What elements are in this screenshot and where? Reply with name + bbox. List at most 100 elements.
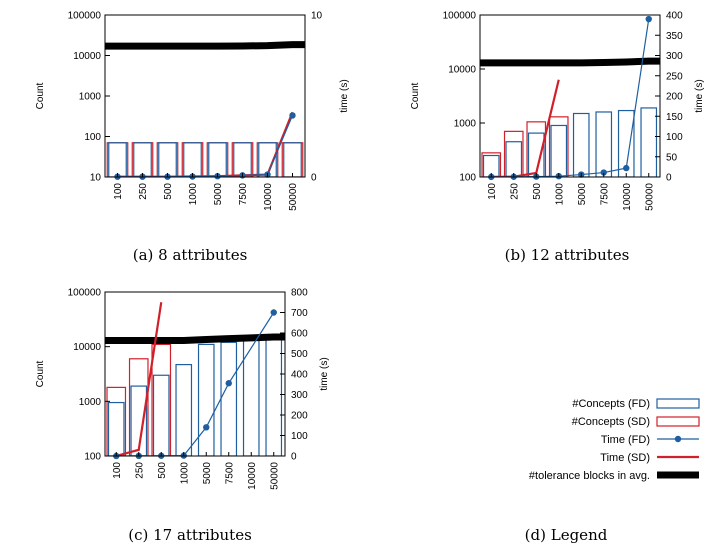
line-tolerance-blocks [105,41,305,50]
point-time-fd-50000 [289,112,296,119]
y-tick-label: 1000 [454,119,477,130]
y-tick-label: 10000 [73,342,101,353]
x-tick-label: 5000 [577,183,588,206]
bar-sd-250 [503,130,524,177]
x-tick-label: 500 [163,183,174,200]
x-tick-label: 7500 [599,183,610,206]
point-time-fd-50000 [270,309,277,316]
y2-tick-label: 0 [311,173,317,184]
legend-marker-time-fd [674,435,682,443]
y-tick-label: 100 [84,132,101,143]
y-tick-label: 1000 [79,92,102,103]
y2-tick-label: 100 [666,132,683,143]
y-tick-label: 100000 [68,11,102,22]
y2-tick-label: 500 [291,349,308,360]
x-tick-label: 10000 [263,183,274,211]
y-tick-label: 1000 [79,397,102,408]
legend-swatch-concepts-sd [656,416,700,427]
chart-caption: (a) 8 attributes [133,246,248,264]
x-tick-label: 5000 [202,462,213,485]
line-time-sd [115,302,163,456]
y2-tick-label: 10 [311,11,323,22]
bar-sd-1000 [181,142,204,177]
x-tick-label: 250 [509,183,520,200]
y2-axis-label: time (s) [339,79,350,112]
y2-tick-label: 50 [666,152,678,163]
y2-tick-label: 350 [666,31,683,42]
line-time-sd [117,111,294,177]
line-tolerance-blocks [480,57,660,67]
chart-12-attributes: 100 1000 10000 100000 0 50 100 150 200 250 300 350 4… [410,11,705,265]
y2-tick-label: 700 [291,308,308,319]
bar-fd-10000 [617,109,635,177]
y2-tick-label: 300 [291,390,308,401]
bar-sd-500 [151,343,172,456]
bar-fd-10000 [258,142,277,177]
x-tick-label: 5000 [213,183,224,206]
plot-frame [104,291,286,457]
legend-swatch-concepts-fd [656,398,700,409]
y2-tick-label: 0 [291,452,297,463]
bar-fd-5000 [208,142,227,177]
legend-label: Time (FD) [601,434,650,446]
bar-fd-100 [108,142,127,177]
y-axis-label: Count [35,360,46,387]
y-tick-label: 10000 [73,51,101,62]
bar-fd-250 [133,142,152,177]
bar-fd-1000 [550,124,568,177]
x-tick-label: 50000 [644,183,655,211]
bar-fd-7500 [220,341,238,456]
y2-tick-label: 250 [666,71,683,82]
y-tick-label: 10 [90,173,102,184]
legend-label: #Concepts (SD) [572,416,650,428]
y2-tick-label: 100 [291,431,308,442]
y-tick-label: 100000 [68,288,102,299]
point-time-fd-10000 [623,164,630,172]
chart-17-attributes: 100 1000 10000 100000 0 100 200 300 400 500 600 700… [35,288,330,545]
point-time-fd-7500 [600,169,607,176]
x-tick-label: 50000 [288,183,299,211]
bar-sd-250 [128,358,149,456]
legend-caption: (d) Legend [525,526,608,544]
bar-sd-100 [106,142,129,177]
bar-fd-250 [505,141,523,177]
y2-tick-label: 600 [291,329,308,340]
chart-8-attributes: 10 100 1000 10000 100000 0 10 100 250 500 1000 5000… [35,11,350,265]
point-time-fd-50000 [645,15,652,23]
x-tick-label: 100 [112,462,123,479]
bar-sd-1000 [548,116,569,177]
y2-tick-label: 0 [666,173,672,184]
x-tick-label: 100 [487,183,498,200]
bar-fd-50000 [283,142,302,177]
bar-sd-7500 [231,142,254,177]
x-tick-label: 1000 [188,183,199,206]
y2-tick-label: 150 [666,112,683,123]
bar-sd-100 [106,386,127,456]
x-tick-label: 10000 [622,183,633,211]
legend-label: #Concepts (FD) [572,398,650,410]
bar-sd-250 [131,142,154,177]
y2-tick-label: 200 [666,92,683,103]
y2-tick-label: 400 [666,11,683,22]
plot-frame [479,14,661,178]
y2-tick-label: 300 [666,51,683,62]
y-tick-label: 100 [459,173,476,184]
y2-tick-label: 200 [291,411,308,422]
y-axis-label: Count [35,82,46,109]
y2-tick-label: 400 [291,370,308,381]
line-time-sd [491,79,560,177]
line-time-fd [491,18,650,177]
legend-label: #tolerance blocks in avg. [529,470,650,482]
line-time-fd [116,312,275,456]
y2-tick-label: 800 [291,288,308,299]
x-tick-label: 250 [138,183,149,200]
bar-fd-5000 [572,112,590,177]
bar-sd-5000 [206,142,229,177]
y2-axis-label: time (s) [319,357,330,390]
bar-fd-500 [152,374,170,456]
x-tick-label: 500 [157,462,168,479]
bar-fd-1000 [175,363,193,456]
x-tick-label: 1000 [179,462,190,485]
bar-fd-100 [107,401,125,456]
legend-panel: #Concepts (FD) #Concepts (SD) Time (FD) Tim… [525,398,700,544]
